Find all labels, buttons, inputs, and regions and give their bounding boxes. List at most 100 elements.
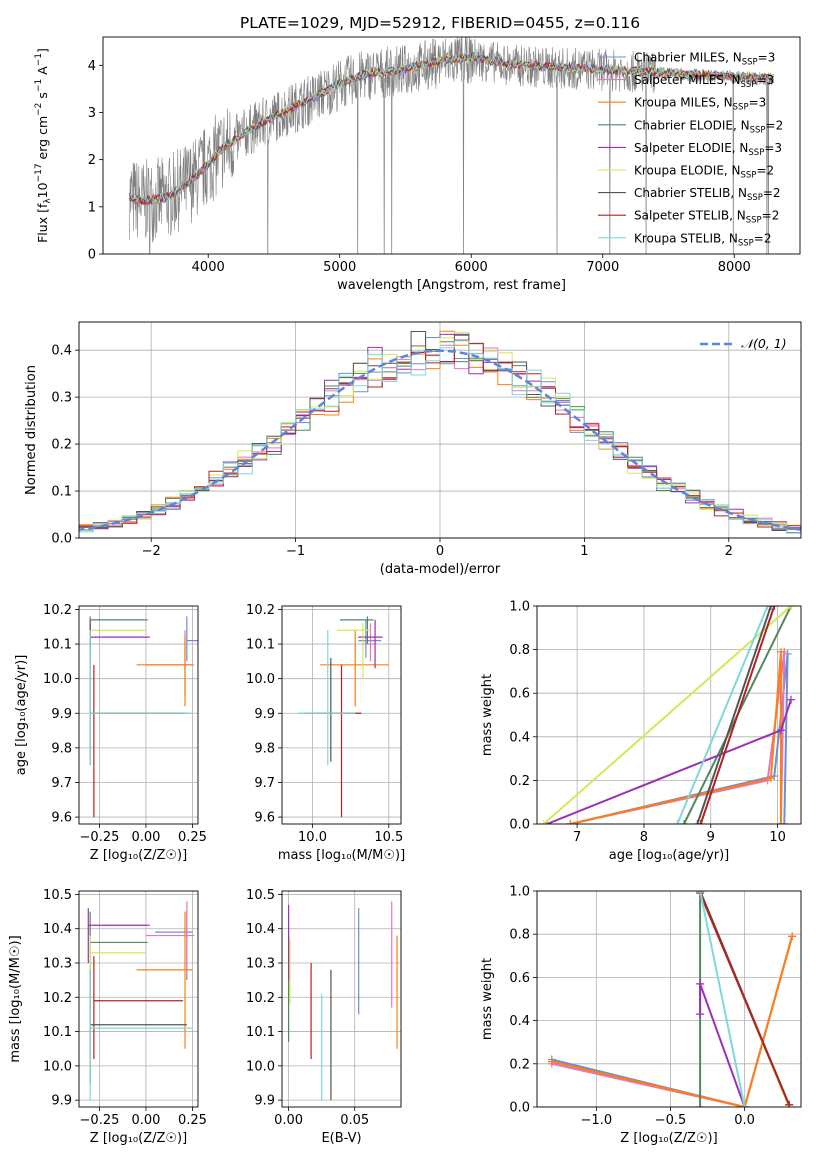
x-tick-label: 6000 <box>455 260 488 275</box>
legend-label: Salpeter ELODIE, NSSP=3 <box>634 141 782 158</box>
massweight-marker <box>547 1057 556 1066</box>
y-tick-label: 10.5 <box>43 888 72 903</box>
line-plot-area <box>547 891 797 1107</box>
gaussian-curve <box>79 349 801 532</box>
legend-label: Salpeter MILES, NSSP=3 <box>634 73 774 90</box>
y-tick-label: 9.7 <box>254 776 275 791</box>
axes-frame <box>281 890 402 1108</box>
y-tick-label: 10.3 <box>246 957 275 972</box>
x-axis-label: Z [log₁₀(Z/Z☉)] <box>90 1131 187 1146</box>
x-tick-label: 8 <box>640 830 648 845</box>
axes-frame <box>536 890 802 1108</box>
legend-label-name: Kroupa ELODIE, N <box>634 164 741 178</box>
y-tick-label: 10.1 <box>43 1025 72 1040</box>
legend-label-name: Chabrier ELODIE, N <box>634 118 750 132</box>
y-tick-label: 0.2 <box>509 774 530 789</box>
massweight-marker <box>786 606 795 610</box>
y-tick-label: 10.2 <box>43 603 72 618</box>
legend-label-sub: SSP <box>733 103 749 113</box>
legend-label-name: Salpeter ELODIE, N <box>634 141 748 155</box>
y-axis-label-part: Flux [f <box>35 203 50 243</box>
x-tick-label: 10 <box>769 830 786 845</box>
y-tick-label: 3 <box>88 106 96 121</box>
legend-label-name: Salpeter MILES, N <box>634 73 741 87</box>
age-vs-mass-panel: 10.0 10.5 9.6 9.7 9.8 9.9 10.0 10.1 10.2 mass [lo… <box>246 603 405 863</box>
residual-histogram <box>79 340 801 536</box>
massweight-vs-age-panel: 7 8 9 10 0.0 0.2 0.4 0.6 0.8 1.0 age [log₁₀(age/yr… <box>480 600 802 863</box>
massweight-line <box>699 606 776 824</box>
residual-histogram-panel: −2 −1 0 1 2 0.0 0.1 0.2 0.3 0.4 (data-model)/error… <box>24 321 802 577</box>
x-axis-label: Z [log₁₀(Z/Z☉)] <box>620 1131 717 1146</box>
y-tick-label: 9.7 <box>51 776 72 791</box>
y-axis-label-part: λ <box>43 198 53 204</box>
y-tick-label: 10.0 <box>43 672 72 687</box>
y-tick-label: 0.6 <box>509 687 530 702</box>
y-tick-label: 10.3 <box>43 957 72 972</box>
y-axis-label-part: −1 <box>34 53 44 66</box>
y-tick-label: 0.3 <box>51 391 72 406</box>
legend-label-value: =2 <box>762 209 780 223</box>
x-tick-label: 8000 <box>718 260 751 275</box>
age-vs-metallicity-panel: −0.25 0.00 0.25 9.6 9.7 9.8 9.9 10.0 10.1 10.2 Z [… <box>14 603 207 863</box>
y-axis-label-part: ] <box>35 48 50 53</box>
legend-label-sub: SSP <box>741 171 757 181</box>
x-axis-label: age [log₁₀(age/yr)] <box>609 848 730 863</box>
x-tick-label: 5000 <box>323 260 356 275</box>
massweight-marker <box>766 774 775 783</box>
legend-label-name: Chabrier STELIB, N <box>634 186 747 200</box>
legend-label: Kroupa ELODIE, NSSP=2 <box>634 164 774 181</box>
x-tick-label: 7 <box>573 830 581 845</box>
y-tick-label: 9.8 <box>51 741 72 756</box>
massweight-marker <box>696 891 705 895</box>
y-tick-label: 0.0 <box>509 818 530 833</box>
mass-vs-metallicity-panel: −0.25 0.00 0.25 9.9 10.0 10.1 10.2 10.3 10.4 10.5… <box>8 888 207 1146</box>
y-tick-label: 0.8 <box>509 928 530 943</box>
mass-vs-ebv-panel: 0.00 0.05 9.9 10.0 10.1 10.2 10.3 10.4 10.5 E(B-V… <box>246 888 402 1146</box>
massweight-marker <box>696 820 705 824</box>
y-tick-label: 0.2 <box>51 438 72 453</box>
x-axis-label: (data-model)/error <box>380 562 501 577</box>
axes-frame <box>78 605 199 825</box>
x-tick-label: −0.5 <box>655 1113 687 1128</box>
axes-frame <box>536 605 802 825</box>
massweight-line <box>570 651 782 824</box>
x-tick-label: 0.00 <box>274 1113 303 1128</box>
legend-label-sub: SSP <box>746 216 762 226</box>
y-axis-label: Flux [fλ10−17 erg cm−2 s−1 A−1] <box>34 48 53 243</box>
massweight-line <box>699 891 746 1107</box>
massweight-marker <box>770 606 779 610</box>
legend-label-value: =2 <box>754 231 772 245</box>
x-tick-label: 0.0 <box>734 1113 755 1128</box>
x-tick-label: −1.0 <box>581 1113 613 1128</box>
y-tick-label: 9.9 <box>254 1094 275 1109</box>
y-tick-label: 1 <box>88 200 96 215</box>
y-tick-label: 9.6 <box>254 811 275 826</box>
axes-frame <box>281 605 402 825</box>
y-tick-label: 10.5 <box>246 888 275 903</box>
y-tick-label: 10.2 <box>246 603 275 618</box>
massweight-marker <box>788 932 797 941</box>
x-tick-label: 0.00 <box>131 1113 160 1128</box>
massweight-marker <box>780 820 789 824</box>
legend-label-sub: SSP <box>748 148 764 158</box>
legend-label-name: Kroupa STELIB, N <box>634 231 738 245</box>
errorbar-plot-area <box>297 616 389 818</box>
massweight-vs-metallicity-panel: −1.0 −0.5 0.0 0.0 0.2 0.4 0.6 0.8 1.0 Z [log₁₀(Z/… <box>480 885 802 1146</box>
massweight-marker <box>673 820 682 824</box>
x-tick-label: −2 <box>142 544 161 559</box>
massweight-marker <box>776 647 785 656</box>
y-axis-label-part: erg cm <box>35 116 50 164</box>
massweight-marker <box>696 1010 705 1019</box>
axes-frame <box>102 36 801 255</box>
x-tick-label: 10.0 <box>298 830 327 845</box>
x-tick-label: 7000 <box>586 260 619 275</box>
legend-label-name: Kroupa MILES, N <box>634 96 733 110</box>
legend-label-sub: SSP <box>738 238 754 248</box>
massweight-marker <box>776 820 785 824</box>
y-tick-label: 10.1 <box>246 638 275 653</box>
y-axis-label-part: −1 <box>34 79 44 92</box>
legend-label-sub: SSP <box>750 125 766 135</box>
legend-label-value: =3 <box>764 141 782 155</box>
